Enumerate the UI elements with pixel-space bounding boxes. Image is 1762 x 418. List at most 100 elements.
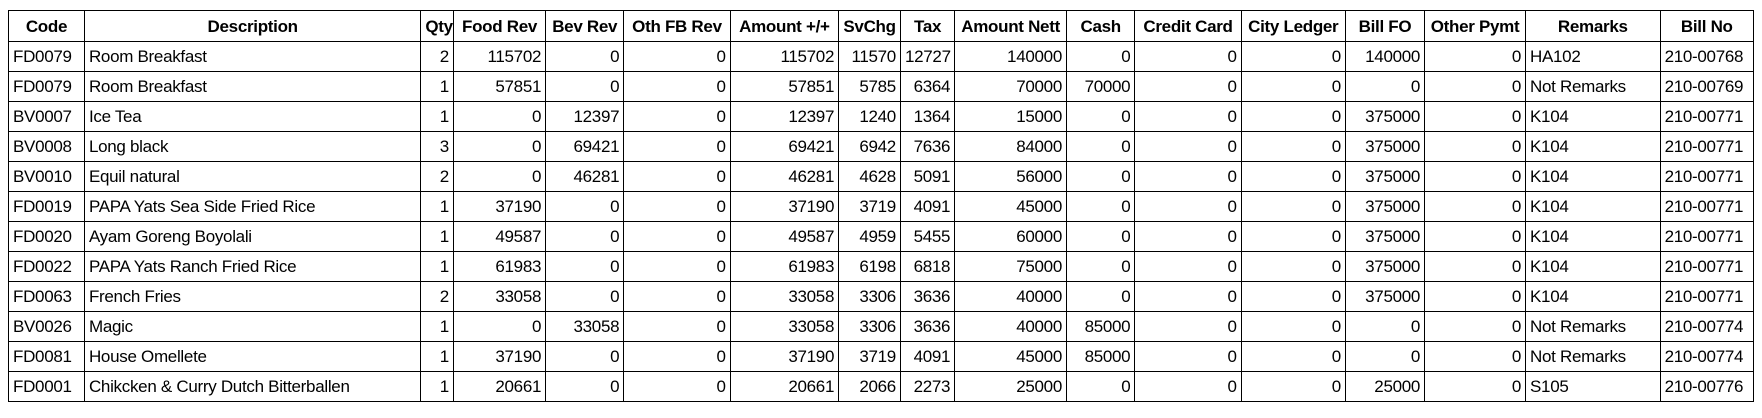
cell-other-pymt: 0 [1424,341,1526,372]
cell-city-ledger: 0 [1240,41,1346,72]
cell-amount-gross: 46281 [729,161,840,192]
cell-svchg: 3306 [838,281,901,312]
cell-qty: 3 [420,131,454,162]
cell-svchg: 3719 [838,191,901,222]
cell-remarks: S105 [1525,371,1661,402]
cell-food-rev: 57851 [452,71,547,102]
cell-description: PAPA Yats Sea Side Fried Rice [83,191,422,222]
cell-bill-no: 210-00774 [1659,311,1755,342]
column-header-remarks: Remarks [1525,10,1661,42]
cell-svchg: 4628 [838,161,901,192]
cell-bill-fo: 375000 [1344,221,1426,252]
cell-bill-fo: 0 [1344,341,1426,372]
cell-qty: 1 [420,71,454,102]
cell-credit-card: 0 [1134,191,1242,222]
cell-amount-nett: 70000 [954,71,1067,102]
cell-svchg: 4959 [838,221,901,252]
table-row: FD0001 Chikcken & Curry Dutch Bitterballe… [8,371,1755,402]
cell-amount-nett: 40000 [954,281,1067,312]
cell-other-pymt: 0 [1424,161,1526,192]
column-header-amount-nett: Amount Nett [954,10,1067,42]
cell-qty: 1 [420,311,454,342]
cell-description: Equil natural [83,161,422,192]
cell-bill-fo: 375000 [1344,251,1426,282]
cell-svchg: 2066 [838,371,901,402]
cell-tax: 5455 [899,221,956,252]
cell-other-pymt: 0 [1424,221,1526,252]
table-row: FD0022 PAPA Yats Ranch Fried Rice 1 61983 0 0… [8,251,1755,282]
cell-code: BV0026 [8,311,85,342]
cell-city-ledger: 0 [1240,131,1346,162]
cell-tax: 1364 [899,101,956,132]
table-body: FD0079 Room Breakfast 2 115702 0 0 115702 11570… [8,41,1755,402]
cell-bev-rev: 0 [545,41,625,72]
cell-bev-rev: 0 [545,341,625,372]
cell-bev-rev: 0 [545,371,625,402]
cell-remarks: K104 [1525,101,1661,132]
cell-oth-fb-rev: 0 [623,71,731,102]
cell-amount-nett: 45000 [954,191,1067,222]
cell-code: BV0010 [8,161,85,192]
cell-svchg: 5785 [838,71,901,102]
cell-amount-nett: 15000 [954,101,1067,132]
cell-qty: 1 [420,371,454,402]
cell-oth-fb-rev: 0 [623,221,731,252]
column-header-credit-card: Credit Card [1134,10,1242,42]
cell-credit-card: 0 [1134,371,1242,402]
cell-food-rev: 49587 [452,221,547,252]
cell-amount-gross: 61983 [729,251,840,282]
cell-svchg: 3306 [838,311,901,342]
cell-cash: 0 [1065,41,1136,72]
cell-food-rev: 33058 [452,281,547,312]
table-row: FD0079 Room Breakfast 1 57851 0 0 57851 5785 636… [8,71,1755,102]
cell-cash: 85000 [1065,341,1136,372]
cell-other-pymt: 0 [1424,311,1526,342]
column-header-bill-no: Bill No [1659,10,1755,42]
cell-cash: 0 [1065,131,1136,162]
column-header-bev-rev: Bev Rev [545,10,625,42]
cell-bill-fo: 0 [1344,311,1426,342]
cell-qty: 1 [420,101,454,132]
cell-code: FD0001 [8,371,85,402]
cell-credit-card: 0 [1134,341,1242,372]
cell-code: BV0007 [8,101,85,132]
cell-tax: 4091 [899,341,956,372]
cell-city-ledger: 0 [1240,191,1346,222]
cell-oth-fb-rev: 0 [623,311,731,342]
cell-svchg: 6942 [838,131,901,162]
cell-other-pymt: 0 [1424,371,1526,402]
cell-bill-no: 210-00771 [1659,101,1755,132]
cell-oth-fb-rev: 0 [623,341,731,372]
cell-qty: 1 [420,221,454,252]
cell-other-pymt: 0 [1424,251,1526,282]
cell-remarks: HA102 [1525,41,1661,72]
cell-amount-gross: 37190 [729,341,840,372]
cell-bill-no: 210-00768 [1659,41,1755,72]
cell-cash: 85000 [1065,311,1136,342]
cell-qty: 1 [420,191,454,222]
cell-remarks: Not Remarks [1525,341,1661,372]
cell-bev-rev: 0 [545,251,625,282]
cell-food-rev: 0 [452,101,547,132]
cell-description: Ayam Goreng Boyolali [83,221,422,252]
cell-cash: 0 [1065,221,1136,252]
cell-tax: 12727 [899,41,956,72]
column-header-food-rev: Food Rev [452,10,547,42]
cell-qty: 1 [420,341,454,372]
cell-city-ledger: 0 [1240,281,1346,312]
cell-description: PAPA Yats Ranch Fried Rice [83,251,422,282]
table-header: Code Description Qty Food Rev Bev Rev Oth FB … [8,10,1755,42]
cell-oth-fb-rev: 0 [623,251,731,282]
cell-other-pymt: 0 [1424,101,1526,132]
cell-food-rev: 37190 [452,191,547,222]
cell-bill-fo: 0 [1344,71,1426,102]
cell-credit-card: 0 [1134,131,1242,162]
cell-svchg: 3719 [838,341,901,372]
cell-tax: 3636 [899,311,956,342]
column-header-code: Code [8,10,85,42]
cell-credit-card: 0 [1134,101,1242,132]
cell-bill-fo: 375000 [1344,131,1426,162]
cell-food-rev: 115702 [452,41,547,72]
cell-bill-fo: 375000 [1344,281,1426,312]
cell-code: BV0008 [8,131,85,162]
